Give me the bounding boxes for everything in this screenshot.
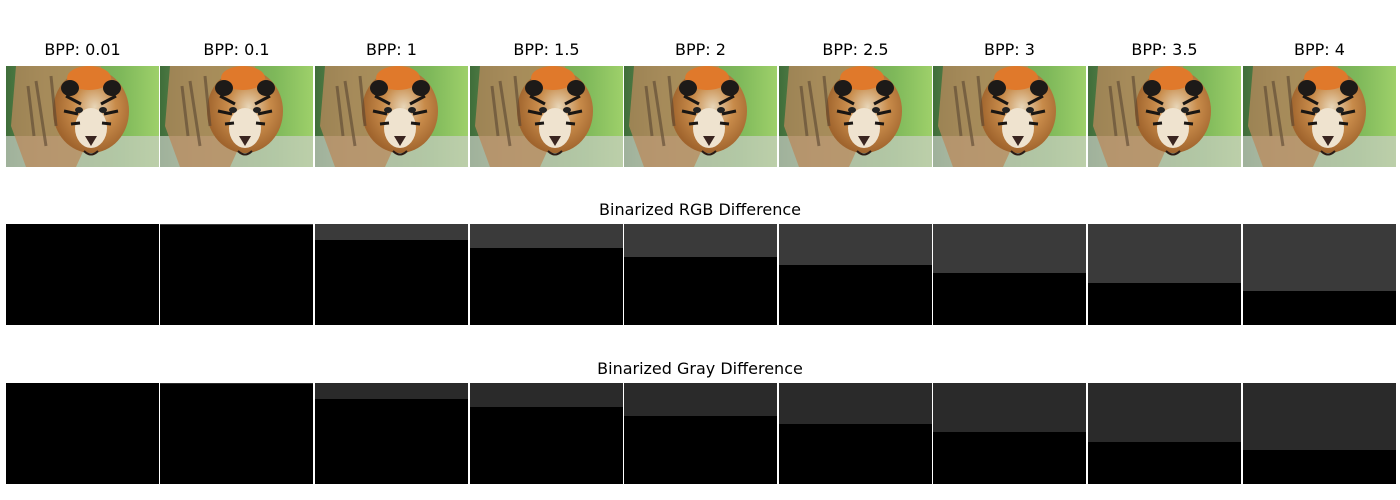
gray-difference-image — [470, 383, 623, 484]
gray-difference-region — [1243, 383, 1396, 450]
gray-difference-image — [933, 383, 1086, 484]
rgb-difference-image — [1243, 224, 1396, 325]
gray-difference-image — [315, 383, 468, 484]
rgb-difference-region — [1088, 224, 1241, 283]
rgb-difference-region — [160, 224, 313, 225]
rgb-difference-image — [624, 224, 777, 325]
gray-difference-image — [1243, 383, 1396, 484]
reconstructed-image — [6, 66, 159, 167]
gray-difference-image — [6, 383, 159, 484]
gray-difference-region — [933, 383, 1086, 433]
rgb-difference-region — [315, 224, 468, 241]
rgb-difference-image — [315, 224, 468, 325]
gray-difference-image — [624, 383, 777, 484]
gray-difference-region — [315, 383, 468, 400]
reconstructed-image — [933, 66, 1086, 167]
rgb-difference-image — [779, 224, 932, 325]
column-title: BPP: 0.01 — [44, 40, 121, 59]
rgb-difference-region — [624, 224, 777, 258]
column-title: BPP: 2 — [675, 40, 726, 59]
rgb-difference-region — [470, 224, 623, 249]
rgb-difference-region — [779, 224, 932, 266]
rgb-difference-image — [933, 224, 1086, 325]
gray-difference-region — [1088, 383, 1241, 442]
column-title: BPP: 4 — [1294, 40, 1345, 59]
rgb-difference-image — [470, 224, 623, 325]
gray-difference-image — [160, 383, 313, 484]
gray-difference-region — [160, 383, 313, 384]
reconstructed-image — [160, 66, 313, 167]
column-title: BPP: 2.5 — [822, 40, 889, 59]
reconstructed-image — [779, 66, 932, 167]
reconstructed-image — [470, 66, 623, 167]
gray-difference-image — [779, 383, 932, 484]
gray-difference-region — [779, 383, 932, 425]
row-title-gray: Binarized Gray Difference — [597, 359, 803, 378]
column-title: BPP: 3 — [984, 40, 1035, 59]
column-title: BPP: 1 — [366, 40, 417, 59]
reconstructed-image — [1243, 66, 1396, 167]
gray-difference-image — [1088, 383, 1241, 484]
rgb-difference-image — [6, 224, 159, 325]
column-title: BPP: 1.5 — [513, 40, 580, 59]
rgb-difference-image — [160, 224, 313, 325]
column-title: BPP: 0.1 — [203, 40, 270, 59]
rgb-difference-image — [1088, 224, 1241, 325]
row-title-rgb: Binarized RGB Difference — [599, 200, 801, 219]
reconstructed-image — [624, 66, 777, 167]
gray-difference-region — [624, 383, 777, 417]
rgb-difference-region — [933, 224, 1086, 274]
column-title: BPP: 3.5 — [1131, 40, 1198, 59]
reconstructed-image — [1088, 66, 1241, 167]
gray-difference-region — [470, 383, 623, 408]
rgb-difference-region — [1243, 224, 1396, 291]
reconstructed-image — [315, 66, 468, 167]
